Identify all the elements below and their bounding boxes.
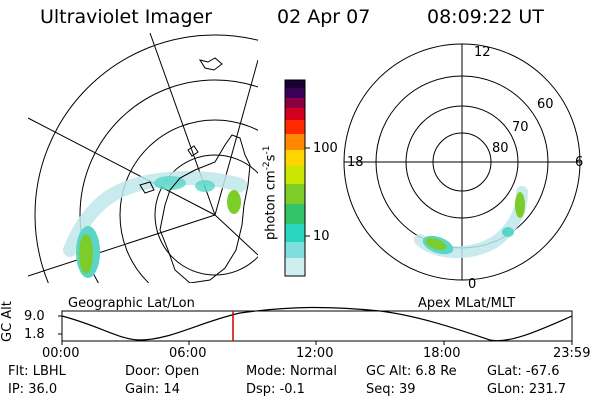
mlt-label-18: 18 bbox=[347, 155, 364, 170]
lat-label-70: 70 bbox=[512, 120, 529, 135]
timeline-xtick: 12:00 bbox=[296, 346, 334, 361]
lat-label-80: 80 bbox=[492, 141, 509, 156]
info-flt: Flt: LBHL bbox=[8, 364, 66, 379]
mlt-label-6: 6 bbox=[575, 155, 584, 170]
time-readout: 08:09:22 UT bbox=[427, 6, 544, 28]
date-readout: 02 Apr 07 bbox=[277, 6, 371, 28]
mlt-label-12: 12 bbox=[474, 45, 491, 60]
geo-aurora-oval bbox=[63, 170, 247, 278]
geo-grid bbox=[28, 33, 258, 283]
info-mode: Mode: Normal bbox=[246, 364, 337, 379]
timeline-ytick-top: 9.0 bbox=[24, 309, 45, 324]
altitude-timeline bbox=[58, 306, 573, 345]
colorbar-unit-label: photon cm-2s-1 bbox=[262, 145, 279, 240]
colorbar-tick-100: 100 bbox=[313, 141, 338, 156]
info-seq: Seq: 39 bbox=[366, 382, 416, 397]
apex-polar-grid bbox=[343, 43, 581, 281]
info-door: Door: Open bbox=[125, 364, 200, 379]
apex-aurora-oval bbox=[414, 186, 528, 259]
timeline-xtick: 23:59 bbox=[553, 346, 591, 361]
timeline-xtick: 18:00 bbox=[423, 346, 461, 361]
info-ip: IP: 36.0 bbox=[8, 382, 58, 397]
timeline-ylabel: GC Alt bbox=[0, 301, 15, 342]
coastline bbox=[139, 57, 251, 283]
lat-label-60: 60 bbox=[537, 97, 554, 112]
app-title: Ultraviolet Imager bbox=[40, 6, 213, 28]
info-glon: GLon: 231.7 bbox=[487, 382, 567, 397]
timeline-ytick-bottom: 1.8 bbox=[24, 327, 45, 342]
info-gc-alt: GC Alt: 6.8 Re bbox=[366, 364, 457, 379]
colorbar-tick-10: 10 bbox=[313, 229, 330, 244]
info-glat: GLat: -67.6 bbox=[487, 364, 560, 379]
timeline-xtick: 00:00 bbox=[42, 346, 80, 361]
timeline-xtick: 06:00 bbox=[169, 346, 207, 361]
geo-panel-label: Geographic Lat/Lon bbox=[68, 296, 195, 311]
info-gain: Gain: 14 bbox=[125, 382, 180, 397]
apex-panel-label: Apex MLat/MLT bbox=[418, 296, 516, 311]
mlt-label-0: 0 bbox=[468, 277, 477, 292]
colorbar bbox=[284, 79, 310, 277]
info-dsp: Dsp: -0.1 bbox=[246, 382, 305, 397]
